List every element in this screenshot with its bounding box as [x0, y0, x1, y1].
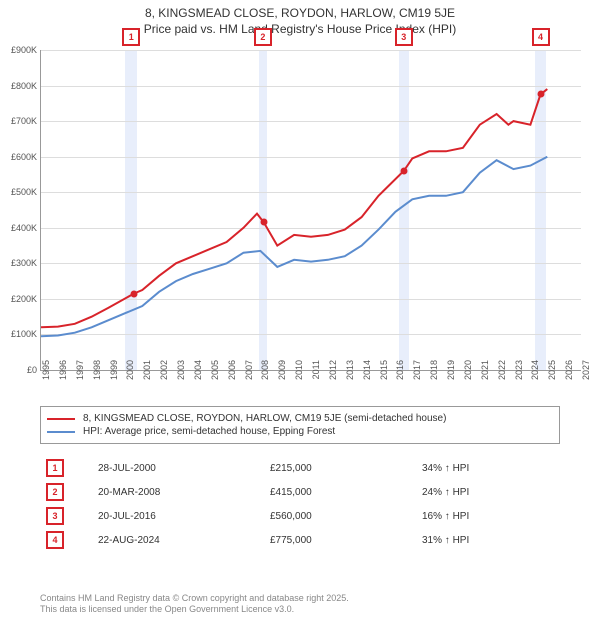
y-tick-label: £200K — [3, 294, 37, 304]
event-number-box: 2 — [46, 483, 64, 501]
legend-row: 8, KINGSMEAD CLOSE, ROYDON, HARLOW, CM19… — [47, 413, 553, 424]
footer: Contains HM Land Registry data © Crown c… — [40, 593, 349, 616]
y-tick-label: £400K — [3, 223, 37, 233]
event-delta: 34% ↑ HPI — [416, 456, 560, 480]
event-date: 28-JUL-2000 — [92, 456, 264, 480]
event-marker: 2 — [254, 28, 272, 46]
series-hpi — [41, 157, 547, 337]
footer-line1: Contains HM Land Registry data © Crown c… — [40, 593, 349, 605]
plot-region: £0£100K£200K£300K£400K£500K£600K£700K£80… — [40, 50, 581, 371]
legend-label: 8, KINGSMEAD CLOSE, ROYDON, HARLOW, CM19… — [83, 413, 446, 424]
event-number-box: 3 — [46, 507, 64, 525]
table-row: 1 28-JUL-2000£215,00034% ↑ HPI — [40, 456, 560, 480]
y-tick-label: £600K — [3, 152, 37, 162]
chart-area: £0£100K£200K£300K£400K£500K£600K£700K£80… — [40, 50, 580, 370]
y-tick-label: £500K — [3, 187, 37, 197]
chart-title: 8, KINGSMEAD CLOSE, ROYDON, HARLOW, CM19… — [0, 6, 600, 37]
table-row: 4 22-AUG-2024£775,00031% ↑ HPI — [40, 528, 560, 552]
event-marker: 1 — [122, 28, 140, 46]
legend-swatch — [47, 431, 75, 433]
y-tick-label: £700K — [3, 116, 37, 126]
y-tick-label: £800K — [3, 81, 37, 91]
sale-point — [260, 219, 267, 226]
event-price: £560,000 — [264, 504, 416, 528]
table-row: 2 20-MAR-2008£415,00024% ↑ HPI — [40, 480, 560, 504]
legend-row: HPI: Average price, semi-detached house,… — [47, 426, 553, 437]
title-line1: 8, KINGSMEAD CLOSE, ROYDON, HARLOW, CM19… — [0, 6, 600, 22]
event-date: 20-JUL-2016 — [92, 504, 264, 528]
sale-point — [537, 91, 544, 98]
event-price: £775,000 — [264, 528, 416, 552]
y-tick-label: £900K — [3, 45, 37, 55]
event-number-box: 1 — [46, 459, 64, 477]
event-date: 20-MAR-2008 — [92, 480, 264, 504]
sale-point — [130, 290, 137, 297]
y-tick-label: £0 — [3, 365, 37, 375]
event-marker: 3 — [395, 28, 413, 46]
title-line2: Price paid vs. HM Land Registry's House … — [0, 22, 600, 38]
series-property — [41, 89, 547, 327]
y-tick-label: £100K — [3, 329, 37, 339]
event-date: 22-AUG-2024 — [92, 528, 264, 552]
event-delta: 24% ↑ HPI — [416, 480, 560, 504]
event-delta: 16% ↑ HPI — [416, 504, 560, 528]
event-price: £215,000 — [264, 456, 416, 480]
event-table: 1 28-JUL-2000£215,00034% ↑ HPI 2 20-MAR-200… — [40, 456, 560, 552]
legend-swatch — [47, 418, 75, 420]
line-canvas — [41, 50, 581, 370]
event-price: £415,000 — [264, 480, 416, 504]
event-delta: 31% ↑ HPI — [416, 528, 560, 552]
table-row: 3 20-JUL-2016£560,00016% ↑ HPI — [40, 504, 560, 528]
legend-label: HPI: Average price, semi-detached house,… — [83, 426, 335, 437]
event-marker: 4 — [532, 28, 550, 46]
footer-line2: This data is licensed under the Open Gov… — [40, 604, 349, 616]
x-tick-label: 2027 — [581, 360, 591, 388]
sale-point — [400, 167, 407, 174]
y-tick-label: £300K — [3, 258, 37, 268]
event-number-box: 4 — [46, 531, 64, 549]
legend: 8, KINGSMEAD CLOSE, ROYDON, HARLOW, CM19… — [40, 406, 560, 444]
